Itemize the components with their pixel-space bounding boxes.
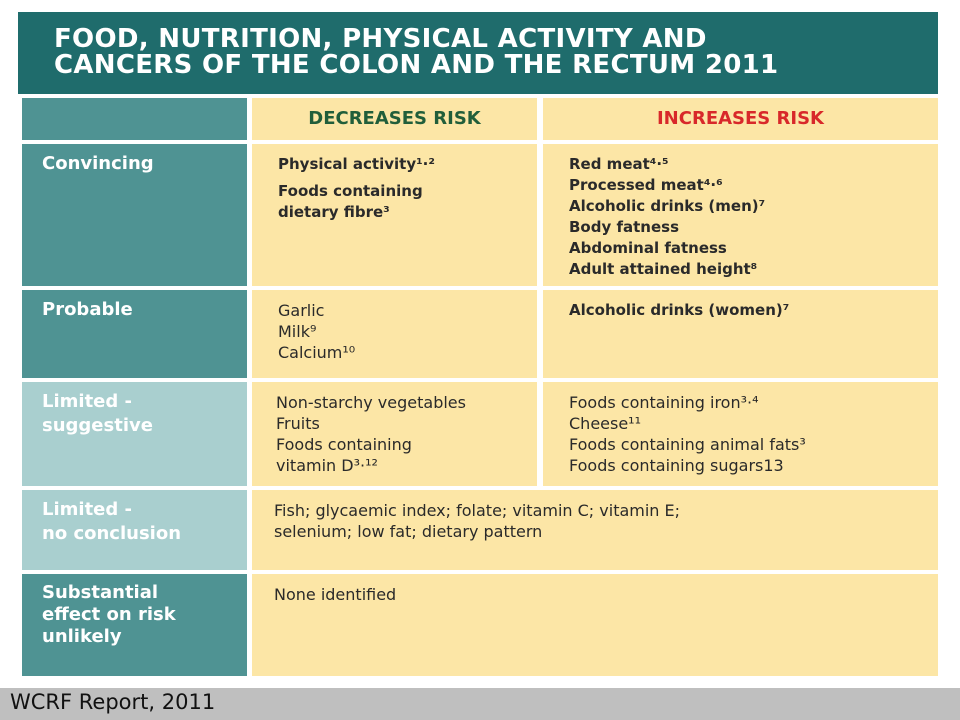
row-label-limited-no-conclusion: Limited - no conclusion (22, 490, 247, 570)
list-item: Cheese¹¹ (569, 414, 642, 433)
probable-increases: Alcoholic drinks (women)⁷ (543, 290, 938, 378)
list-item: Foods containing animal fats³ (569, 435, 806, 454)
title-line-1: FOOD, NUTRITION, PHYSICAL ACTIVITY AND (54, 24, 707, 54)
list-item: Non-starchy vegetables (276, 393, 466, 412)
footer-bar: WCRF Report, 2011 (0, 688, 960, 720)
header-decreases-risk: DECREASES RISK (252, 98, 537, 140)
footer-citation: WCRF Report, 2011 (10, 690, 216, 714)
list-item: Milk⁹ (278, 322, 317, 341)
list-item: None identified (274, 585, 397, 604)
list-item: Alcoholic drinks (women)⁷ (569, 301, 790, 319)
list-item: Abdominal fatness (569, 239, 727, 257)
list-item: Body fatness (569, 218, 680, 236)
list-item: Fish; glycaemic index; folate; vitamin C… (274, 501, 681, 541)
list-item: Calcium¹⁰ (278, 343, 356, 362)
header-increases-risk: INCREASES RISK (543, 98, 938, 140)
convincing-decreases: Physical activity¹·² Foods containing di… (252, 144, 537, 286)
list-item: Red meat⁴·⁵ (569, 155, 669, 173)
list-item: Processed meat⁴·⁶ (569, 176, 723, 194)
limited-suggestive-increases: Foods containing iron³·⁴ Cheese¹¹ Foods … (543, 382, 938, 486)
list-item: Physical activity¹·² (278, 155, 435, 173)
row-label-probable: Probable (22, 290, 247, 378)
list-item: Adult attained height⁸ (569, 260, 758, 278)
list-item: Foods containing vitamin D³·¹² (276, 435, 412, 475)
list-item: Foods containing iron³·⁴ (569, 393, 759, 412)
title-line-2: CANCERS OF THE COLON AND THE RECTUM 2011 (54, 50, 779, 80)
list-item: Fruits (276, 414, 320, 433)
list-item: Alcoholic drinks (men)⁷ (569, 197, 766, 215)
header-corner (22, 98, 247, 140)
limited-no-conclusion-text: Fish; glycaemic index; folate; vitamin C… (252, 490, 938, 570)
list-item: Foods containing sugars13 (569, 456, 784, 475)
row-label-convincing: Convincing (22, 144, 247, 286)
row-label-substantial-effect: Substantial effect on risk unlikely (22, 574, 247, 676)
nutrition-cancer-table: FOOD, NUTRITION, PHYSICAL ACTIVITY AND C… (18, 12, 938, 692)
table-title: FOOD, NUTRITION, PHYSICAL ACTIVITY AND C… (54, 26, 778, 78)
list-item: Garlic (278, 301, 325, 320)
probable-decreases: Garlic Milk⁹ Calcium¹⁰ (252, 290, 537, 378)
limited-suggestive-decreases: Non-starchy vegetables Fruits Foods cont… (252, 382, 537, 486)
row-label-limited-suggestive: Limited - suggestive (22, 382, 247, 486)
title-bar: FOOD, NUTRITION, PHYSICAL ACTIVITY AND C… (18, 12, 938, 94)
list-item: Foods containing dietary fibre³ (278, 182, 423, 221)
substantial-effect-text: None identified (252, 574, 938, 676)
convincing-increases: Red meat⁴·⁵ Processed meat⁴·⁶ Alcoholic … (543, 144, 938, 286)
